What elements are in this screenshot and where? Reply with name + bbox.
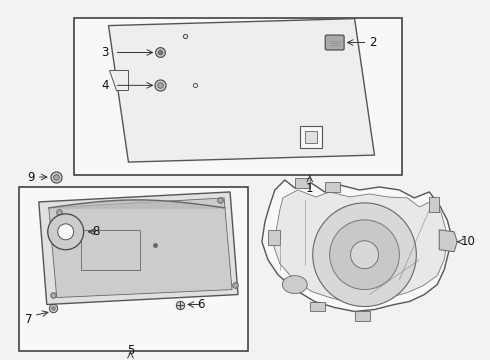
FancyBboxPatch shape [325,35,344,50]
Polygon shape [39,192,238,305]
Polygon shape [439,230,457,252]
Polygon shape [108,19,374,162]
Polygon shape [274,190,447,302]
Polygon shape [49,198,232,298]
Circle shape [313,203,416,306]
Text: 3: 3 [101,46,108,59]
Polygon shape [295,178,310,188]
Bar [74,18,402,175]
Bar [305,131,317,143]
Text: 5: 5 [127,344,134,357]
Text: 10: 10 [461,235,476,248]
Bar [81,230,141,270]
Text: 7: 7 [25,313,33,326]
Text: 1: 1 [306,182,314,195]
Polygon shape [429,197,439,212]
Polygon shape [262,180,451,311]
Ellipse shape [282,276,307,293]
Text: 4: 4 [101,79,108,92]
Text: 6: 6 [197,298,205,311]
Text: 2: 2 [369,36,377,49]
Circle shape [58,224,74,240]
Circle shape [330,220,399,289]
Polygon shape [355,311,369,321]
Polygon shape [325,182,340,192]
Polygon shape [108,71,128,90]
Text: 8: 8 [93,225,100,238]
Circle shape [48,214,84,250]
Text: 9: 9 [27,171,35,184]
Polygon shape [268,230,280,245]
Circle shape [350,241,378,269]
Bar [19,187,248,351]
Polygon shape [310,302,325,311]
Bar [300,126,322,148]
